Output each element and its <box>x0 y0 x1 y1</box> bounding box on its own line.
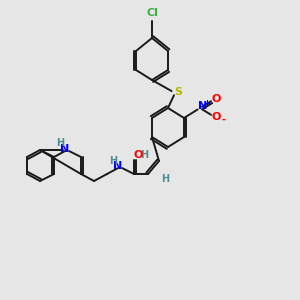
Text: O: O <box>133 150 143 160</box>
Text: N: N <box>198 101 208 111</box>
Text: H: H <box>109 156 117 166</box>
Text: H: H <box>140 150 148 160</box>
Text: O: O <box>211 94 221 104</box>
Text: Cl: Cl <box>146 8 158 18</box>
Text: N: N <box>60 144 70 154</box>
Text: S: S <box>174 87 182 97</box>
Text: -: - <box>221 115 225 125</box>
Text: N: N <box>113 161 123 171</box>
Text: H: H <box>56 138 64 148</box>
Text: +: + <box>203 98 211 107</box>
Text: H: H <box>161 174 169 184</box>
Text: O: O <box>211 112 221 122</box>
